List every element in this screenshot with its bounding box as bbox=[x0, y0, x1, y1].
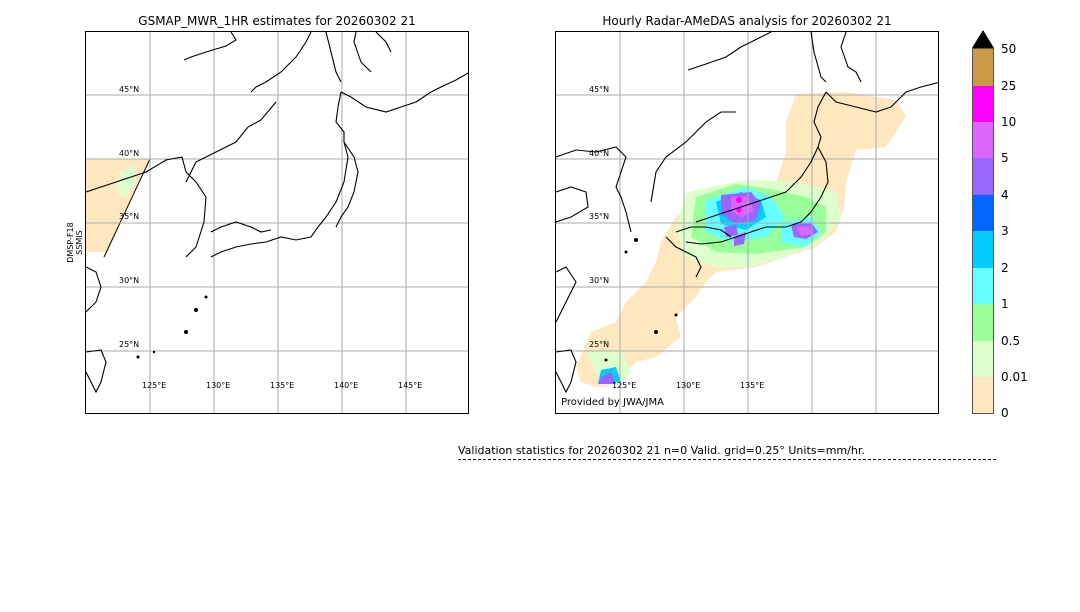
colorbar-seg-0-0.01 bbox=[973, 377, 993, 413]
validation-statistics: Validation statistics for 20260302 21 n=… bbox=[458, 444, 996, 460]
left-lon-label-135: 135°E bbox=[270, 381, 295, 390]
colorbar-label-0.5: 0.5 bbox=[1001, 334, 1021, 348]
right-lat-label-40: 40°N bbox=[589, 149, 610, 158]
colorbar-seg-4-5 bbox=[973, 158, 993, 195]
right-map bbox=[555, 31, 939, 414]
colorbar-label-0.01: 0.01 bbox=[1001, 370, 1028, 384]
colorbar-seg-0.01-0.5 bbox=[973, 341, 993, 377]
left-lat-label-30: 30°N bbox=[119, 276, 140, 285]
colorbar-label-1: 1 bbox=[1001, 297, 1009, 311]
colorbar-label-0: 0 bbox=[1001, 406, 1009, 420]
colorbar-seg-3-4 bbox=[973, 195, 993, 231]
right-lat-label-25: 25°N bbox=[589, 340, 610, 349]
left-lat-label-35: 35°N bbox=[119, 212, 140, 221]
right-map-graphics bbox=[556, 32, 938, 413]
right-lat-label-45: 45°N bbox=[589, 85, 610, 94]
colorbar-extend-arrow bbox=[972, 30, 994, 48]
left-lon-label-145: 145°E bbox=[398, 381, 423, 390]
colorbar-label-25: 25 bbox=[1001, 79, 1017, 93]
right-lon-label-135: 135°E bbox=[740, 381, 765, 390]
colorbar-seg-2-3 bbox=[973, 231, 993, 268]
left-panel-title: GSMAP_MWR_1HR estimates for 20260302 21 bbox=[138, 14, 416, 28]
colorbar-seg-0.5-1 bbox=[973, 304, 993, 341]
colorbar-seg-1-2 bbox=[973, 268, 993, 304]
left-map-graphics bbox=[86, 32, 468, 413]
data-credit: Provided by JWA/JMA bbox=[561, 397, 664, 408]
right-lon-label-125: 125°E bbox=[612, 381, 637, 390]
right-lat-label-30: 30°N bbox=[589, 276, 610, 285]
colorbar-label-2: 2 bbox=[1001, 261, 1009, 275]
colorbar-seg-25-50 bbox=[973, 49, 993, 86]
colorbar-label-10: 10 bbox=[1001, 115, 1017, 129]
sensor-name: SSMIS bbox=[75, 230, 84, 255]
satellite-label: DMSP-F18 SSMIS bbox=[66, 220, 84, 265]
left-lon-label-125: 125°E bbox=[142, 381, 167, 390]
left-lat-label-45: 45°N bbox=[119, 85, 140, 94]
left-lat-label-40: 40°N bbox=[119, 149, 140, 158]
colorbar-label-50: 50 bbox=[1001, 42, 1017, 56]
colorbar-label-3: 3 bbox=[1001, 224, 1009, 238]
colorbar-seg-5-10 bbox=[973, 122, 993, 158]
left-map bbox=[85, 31, 469, 414]
left-lon-label-140: 140°E bbox=[334, 381, 359, 390]
colorbar-label-4: 4 bbox=[1001, 188, 1009, 202]
right-lat-label-35: 35°N bbox=[589, 212, 610, 221]
left-lon-label-130: 130°E bbox=[206, 381, 231, 390]
right-panel-title: Hourly Radar-AMeDAS analysis for 2026030… bbox=[602, 14, 892, 28]
colorbar-label-5: 5 bbox=[1001, 151, 1009, 165]
right-lon-label-130: 130°E bbox=[676, 381, 701, 390]
left-lat-label-25: 25°N bbox=[119, 340, 140, 349]
satellite-name: DMSP-F18 bbox=[66, 222, 75, 263]
colorbar bbox=[972, 48, 994, 414]
colorbar-seg-10-25 bbox=[973, 86, 993, 122]
